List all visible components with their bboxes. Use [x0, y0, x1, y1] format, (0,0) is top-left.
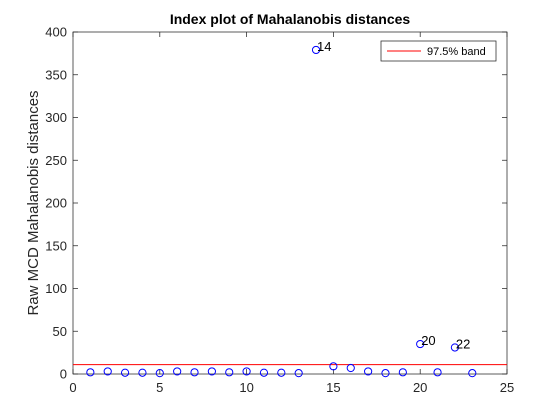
y-tick-label: 400 [45, 25, 67, 40]
data-point [346, 363, 355, 373]
data-point [294, 369, 303, 378]
data-point [103, 367, 112, 376]
data-point [155, 369, 164, 378]
data-point [86, 368, 95, 377]
data-point [225, 368, 234, 377]
chart-title: Index plot of Mahalanobis distances [170, 11, 411, 27]
x-tick-label: 15 [326, 380, 340, 395]
y-tick-label: 250 [45, 153, 67, 168]
legend-label: 97.5% band [427, 46, 486, 58]
data-point [259, 368, 269, 377]
data-point [381, 369, 390, 378]
data-point [468, 369, 477, 378]
data-point [364, 367, 373, 376]
data-point [329, 362, 338, 371]
x-tick-label: 10 [239, 380, 253, 395]
data-point [207, 367, 216, 376]
data-point [138, 368, 147, 377]
data-point [416, 339, 425, 349]
y-tick-label: 150 [45, 238, 67, 253]
y-tick-label: 50 [53, 324, 67, 339]
x-tick-label: 0 [69, 380, 76, 395]
x-tick-label: 25 [500, 380, 514, 395]
data-point [173, 367, 182, 376]
data-point [190, 368, 199, 377]
y-tick-label: 300 [45, 110, 67, 125]
data-point [433, 368, 442, 377]
data-point [120, 368, 130, 377]
legend-box [380, 40, 497, 62]
y-tick-label: 200 [45, 196, 67, 211]
data-point [277, 368, 286, 377]
data-point [450, 343, 460, 352]
y-tick-label: 350 [45, 67, 67, 82]
data-point [311, 45, 321, 55]
y-axis-label: Raw MCD Mahalanobis distances [25, 90, 42, 315]
plot-area-box [72, 31, 508, 375]
data-point [242, 367, 251, 376]
data-point [398, 368, 407, 377]
y-tick-label: 100 [45, 281, 67, 296]
point-annotation-label: 20 [421, 333, 435, 348]
y-tick-label: 0 [60, 367, 67, 382]
point-annotation-label: 22 [456, 336, 470, 351]
point-annotation-label: 14 [317, 39, 331, 54]
x-tick-label: 5 [156, 380, 163, 395]
x-tick-label: 20 [413, 380, 427, 395]
